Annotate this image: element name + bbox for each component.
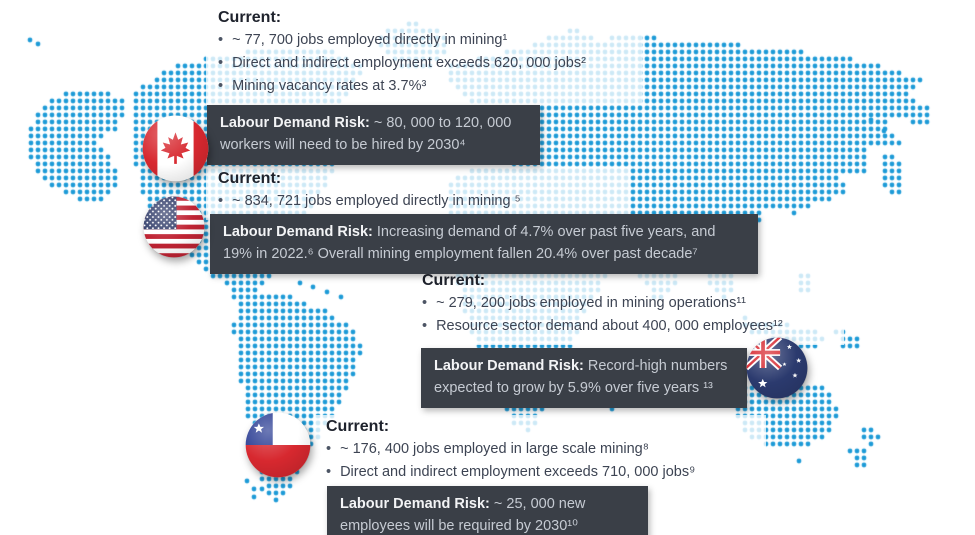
bullet-item: ~ 834, 721 jobs employed directly in min…: [218, 190, 620, 213]
current-heading: Current:: [218, 170, 282, 187]
current-heading: Current:: [326, 418, 390, 435]
current-bullet-list: ~ 77, 700 jobs employed directly in mini…: [218, 29, 632, 98]
current-heading: Current:: [218, 9, 282, 26]
bullet-item: Resource sector demand about 400, 000 em…: [422, 315, 834, 338]
bullet-item: Direct and indirect employment exceeds 7…: [326, 461, 756, 484]
bullet-item: ~ 77, 700 jobs employed directly in mini…: [218, 29, 632, 52]
bullet-text: Mining vacancy rates at 3.7%³: [232, 77, 427, 94]
bullet-item: Mining vacancy rates at 3.7%³: [218, 75, 632, 98]
usa-current-block: Current: ~ 834, 721 jobs employed direct…: [206, 167, 630, 220]
risk-label: Labour Demand Risk:: [434, 358, 584, 374]
risk-text: ~ 25, 000 new employees will be required…: [340, 496, 586, 534]
bullet-text: Direct and indirect employment exceeds 7…: [340, 463, 696, 480]
canada-current-block: Current: ~ 77, 700 jobs employed directl…: [206, 6, 642, 105]
risk-label: Labour Demand Risk:: [220, 115, 370, 131]
current-bullet-list: ~ 176, 400 jobs employed in large scale …: [326, 438, 756, 484]
risk-text: Record-high numbers expected to grow by …: [434, 358, 728, 396]
usa-flag-icon: [143, 196, 205, 258]
bullet-text: ~ 279, 200 jobs employed in mining opera…: [436, 295, 747, 311]
chile-flag-icon: [245, 412, 311, 478]
chile-current-block: Current: ~ 176, 400 jobs employed in lar…: [314, 415, 766, 491]
bullet-text: ~ 77, 700 jobs employed directly in mini…: [232, 32, 508, 48]
australia-flag-icon: [746, 337, 808, 399]
bullet-text: ~ 176, 400 jobs employed in large scale …: [340, 441, 649, 457]
bullet-item: ~ 279, 200 jobs employed in mining opera…: [422, 292, 834, 315]
risk-text: ~ 80, 000 to 120, 000 workers will need …: [220, 115, 512, 153]
bullet-text: Direct and indirect employment exceeds 6…: [232, 54, 586, 71]
current-heading: Current:: [422, 272, 486, 289]
current-bullet-list: ~ 279, 200 jobs employed in mining opera…: [422, 292, 834, 338]
australia-risk-panel: Labour Demand Risk: Record-high numbers …: [421, 348, 747, 408]
australia-current-block: Current: ~ 279, 200 jobs employed in min…: [410, 269, 844, 345]
canada-risk-panel: Labour Demand Risk: ~ 80, 000 to 120, 00…: [207, 105, 540, 165]
bullet-item: ~ 176, 400 jobs employed in large scale …: [326, 438, 756, 461]
risk-label: Labour Demand Risk:: [340, 496, 490, 512]
current-bullet-list: ~ 834, 721 jobs employed directly in min…: [218, 190, 620, 213]
risk-label: Labour Demand Risk:: [223, 224, 373, 240]
chile-risk-panel: Labour Demand Risk: ~ 25, 000 new employ…: [327, 486, 648, 535]
bullet-text: ~ 834, 721 jobs employed directly in min…: [232, 193, 521, 209]
risk-text: Increasing demand of 4.7% over past five…: [223, 224, 716, 262]
bullet-text: Resource sector demand about 400, 000 em…: [436, 317, 783, 334]
bullet-item: Direct and indirect employment exceeds 6…: [218, 52, 632, 75]
usa-risk-panel: Labour Demand Risk: Increasing demand of…: [210, 214, 758, 274]
canada-flag-icon: [142, 115, 209, 182]
